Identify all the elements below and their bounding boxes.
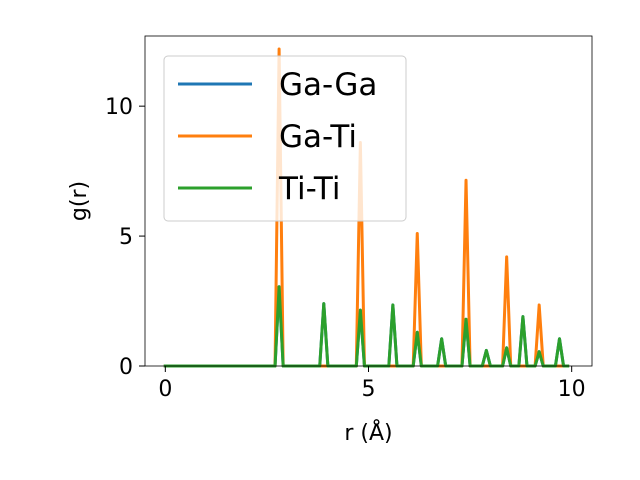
x-axis-label: r (Å) bbox=[344, 419, 392, 446]
y-axis-ticks: 0 5 10 bbox=[105, 95, 145, 380]
y-tick-label: 10 bbox=[105, 95, 133, 120]
legend: Ga-Ga Ga-Ti Ti-Ti bbox=[163, 55, 407, 222]
legend-label-ga-ga: Ga-Ga bbox=[279, 67, 377, 103]
x-tick-label: 0 bbox=[158, 377, 172, 402]
x-axis-ticks: 0 5 10 bbox=[158, 366, 586, 402]
y-axis-label: g(r) bbox=[67, 181, 92, 221]
x-tick-label: 10 bbox=[558, 377, 586, 402]
legend-label-ti-ti: Ti-Ti bbox=[278, 171, 341, 207]
legend-label-ga-ti: Ga-Ti bbox=[279, 119, 357, 155]
y-tick-label: 5 bbox=[119, 225, 133, 250]
x-tick-label: 5 bbox=[362, 377, 376, 402]
y-tick-label: 0 bbox=[119, 355, 133, 380]
legend-box bbox=[163, 55, 407, 222]
